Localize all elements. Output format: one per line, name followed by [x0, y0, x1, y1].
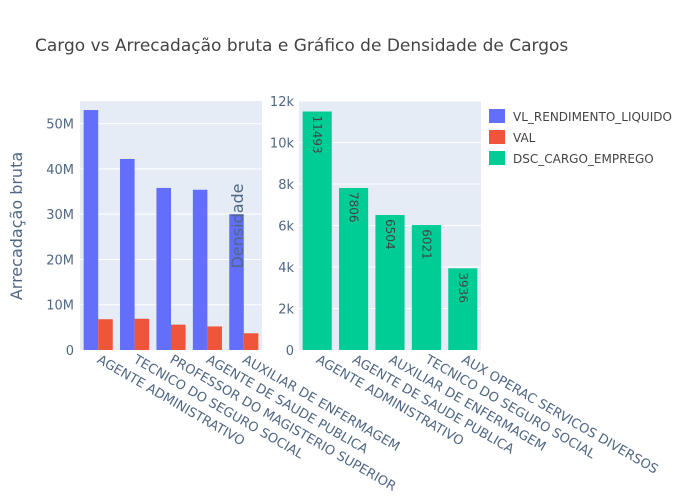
bar-data-label: 11493	[310, 116, 324, 154]
bar-val[interactable]	[171, 324, 186, 350]
bar-val[interactable]	[243, 333, 259, 350]
right-y-axis-title: Densidade	[228, 183, 247, 268]
left-y-axis-title: Arrecadação bruta	[7, 152, 26, 300]
right-y-tick-label: 10k	[270, 137, 295, 152]
bar-vl-rendimento-liquido[interactable]	[83, 110, 99, 351]
left-y-tick-labels: 0 10M 20M 30M 40M 50M	[46, 118, 74, 359]
right-y-tick-label: 0	[286, 344, 294, 359]
legend[interactable]: VL_RENDIMENTO_LIQUIDO VAL DSC_CARGO_EMPREG…	[489, 109, 672, 166]
right-y-tick-label: 6k	[278, 220, 294, 235]
bar-vl-rendimento-liquido[interactable]	[192, 189, 208, 350]
left-y-tick-label: 30M	[46, 208, 74, 223]
right-bar-labels: 11493 7806 6504 6021 3936	[310, 116, 470, 303]
left-y-tick-label: 20M	[46, 253, 74, 268]
right-y-tick-label: 4k	[278, 261, 294, 276]
bar-dsc-cargo-emprego[interactable]	[411, 225, 441, 350]
bar-vl-rendimento-liquido[interactable]	[120, 158, 135, 350]
left-y-tick-label: 40M	[46, 163, 74, 178]
legend-swatch[interactable]	[489, 151, 505, 165]
bar-vl-rendimento-liquido[interactable]	[156, 187, 171, 350]
chart-title: Cargo vs Arrecadação bruta e Gráfico de …	[35, 36, 568, 56]
legend-item-label[interactable]: VAL	[513, 131, 536, 145]
right-y-tick-labels: 0 2k 4k 6k 8k 10k 12k	[270, 95, 295, 359]
left-bars	[83, 110, 259, 351]
legend-swatch[interactable]	[489, 130, 505, 144]
bar-dsc-cargo-emprego[interactable]	[448, 268, 478, 350]
legend-item-label[interactable]: VL_RENDIMENTO_LIQUIDO	[513, 110, 672, 124]
left-y-tick-label: 50M	[46, 118, 74, 133]
bar-dsc-cargo-emprego[interactable]	[302, 111, 332, 350]
bar-val[interactable]	[134, 318, 150, 350]
bar-dsc-cargo-emprego[interactable]	[339, 188, 369, 350]
right-y-tick-label: 8k	[278, 178, 294, 193]
bar-vl-rendimento-liquido[interactable]	[229, 214, 244, 350]
bar-data-label: 3936	[456, 272, 470, 303]
bar-val[interactable]	[207, 326, 222, 350]
right-bars	[302, 111, 478, 350]
right-y-tick-label: 12k	[270, 95, 295, 110]
bar-data-label: 6504	[383, 219, 397, 250]
legend-item-label[interactable]: DSC_CARGO_EMPREGO	[513, 152, 654, 166]
left-y-tick-label: 10M	[46, 299, 74, 314]
legend-swatch[interactable]	[489, 109, 505, 123]
bar-dsc-cargo-emprego[interactable]	[375, 215, 405, 350]
right-y-tick-label: 2k	[278, 303, 294, 318]
left-y-tick-label: 0	[66, 344, 74, 359]
bar-val[interactable]	[98, 319, 113, 350]
bar-data-label: 6021	[419, 229, 433, 260]
bar-data-label: 7806	[347, 192, 361, 223]
